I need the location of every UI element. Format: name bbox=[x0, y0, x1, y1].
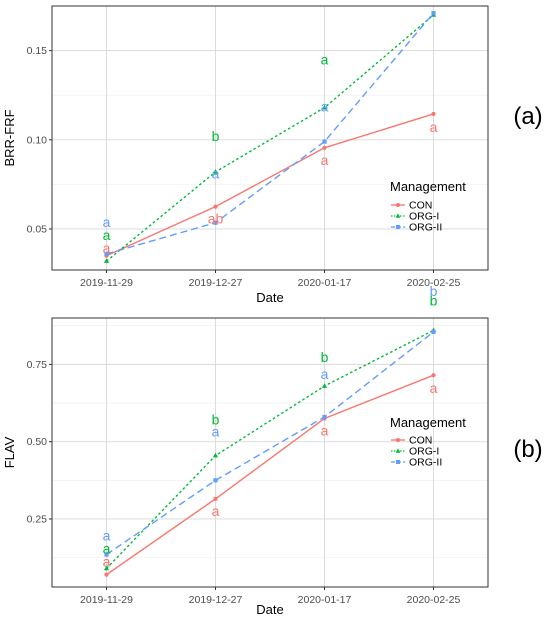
series-line-org-i bbox=[106, 14, 434, 262]
x-tick-label: 2020-01-17 bbox=[298, 594, 352, 606]
significance-letter: a bbox=[103, 214, 111, 230]
data-point-con bbox=[213, 204, 218, 209]
legend-label: ORG-I bbox=[409, 211, 439, 223]
legend-label: ORG-II bbox=[409, 222, 442, 234]
legend-key-marker bbox=[396, 438, 400, 442]
plot-border bbox=[51, 5, 489, 271]
significance-letter: a bbox=[321, 152, 329, 168]
data-point-org-ii bbox=[322, 139, 327, 144]
data-point-con bbox=[104, 572, 109, 577]
y-axis-title: FLAV bbox=[2, 436, 17, 468]
significance-letter: b bbox=[212, 412, 220, 428]
y-tick-label: 0.50 bbox=[27, 436, 48, 448]
significance-letter: a bbox=[430, 380, 438, 396]
data-point-org-i bbox=[103, 565, 110, 571]
y-tick-label: 0.10 bbox=[27, 134, 48, 146]
legend-key-marker bbox=[396, 460, 400, 464]
data-point-org-ii bbox=[104, 552, 109, 557]
significance-letter: a bbox=[321, 422, 329, 438]
data-point-org-ii bbox=[431, 329, 436, 335]
significance-letter: b bbox=[430, 283, 438, 299]
y-tick-label: 0.15 bbox=[27, 45, 48, 57]
data-point-con bbox=[322, 145, 327, 150]
x-tick-label: 2020-02-25 bbox=[407, 277, 461, 289]
data-point-org-i bbox=[321, 104, 328, 110]
plot-background bbox=[52, 318, 488, 587]
significance-letter: a bbox=[212, 166, 220, 182]
data-point-org-ii bbox=[213, 478, 218, 483]
x-tick-label: 2020-01-17 bbox=[298, 277, 352, 289]
legend-item-con: CON bbox=[391, 200, 432, 212]
significance-letter: a bbox=[103, 541, 111, 557]
data-point-con bbox=[431, 111, 436, 117]
legend-item-org-ii: ORG-II bbox=[391, 457, 442, 469]
x-axis-title: Date bbox=[256, 602, 283, 617]
significance-letter: a bbox=[103, 227, 111, 243]
significance-letter: b bbox=[430, 292, 438, 308]
y-axis-title: BRR-FRF bbox=[2, 109, 17, 166]
legend-key-marker bbox=[395, 213, 401, 218]
significance-letter: a bbox=[103, 528, 111, 544]
legend-title: Management bbox=[390, 179, 466, 194]
legend-item-org-i: ORG-I bbox=[391, 211, 439, 223]
y-tick-label: 0.75 bbox=[27, 359, 48, 371]
y-tick-label: 0.05 bbox=[27, 223, 48, 235]
chart-panel-a: aabaaababaaab0.050.100.152019-11-292019-… bbox=[2, 5, 543, 305]
x-tick-label: 2020-02-25 bbox=[407, 594, 461, 606]
series-line-org-ii bbox=[106, 12, 435, 255]
legend-label: CON bbox=[409, 200, 432, 212]
legend-item-con: CON bbox=[391, 435, 432, 447]
x-tick-label: 2019-11-29 bbox=[80, 594, 133, 606]
series-line-con bbox=[106, 113, 434, 257]
significance-letter: b bbox=[212, 128, 220, 144]
x-tick-label: 2019-11-29 bbox=[80, 277, 133, 289]
data-point-org-ii bbox=[104, 251, 109, 257]
significance-letter: a bbox=[212, 503, 220, 519]
legend-title: Management bbox=[390, 415, 466, 430]
data-point-org-ii bbox=[213, 220, 218, 225]
data-point-con bbox=[431, 373, 436, 378]
significance-letter: a bbox=[321, 52, 329, 68]
significance-letter: a bbox=[103, 240, 111, 256]
significance-letter: b bbox=[321, 349, 329, 365]
significance-letter: a bbox=[430, 119, 438, 135]
panel-tag: (a) bbox=[513, 103, 542, 130]
significance-letter: ab bbox=[208, 211, 224, 227]
legend-item-org-i: ORG-I bbox=[391, 446, 439, 458]
data-point-org-ii bbox=[431, 11, 436, 16]
legend-key-marker bbox=[395, 448, 401, 453]
series-line-con bbox=[106, 374, 434, 576]
panel-tag: (b) bbox=[513, 436, 542, 463]
legend-label: ORG-I bbox=[409, 446, 439, 458]
data-point-org-i bbox=[103, 258, 110, 263]
data-point-org-i bbox=[321, 383, 328, 388]
series-line-org-i bbox=[105, 329, 434, 569]
legend-key-marker bbox=[396, 203, 400, 207]
legend-label: CON bbox=[409, 435, 432, 447]
plot-background bbox=[52, 6, 488, 270]
x-tick-label: 2019-12-27 bbox=[189, 594, 243, 606]
significance-letter: a bbox=[321, 366, 329, 382]
legend-key-marker bbox=[396, 225, 400, 229]
significance-letter: a bbox=[321, 99, 329, 115]
plot-border bbox=[51, 317, 489, 588]
data-point-org-ii bbox=[322, 414, 327, 420]
legend-item-org-ii: ORG-II bbox=[391, 222, 442, 234]
data-point-org-i bbox=[212, 169, 219, 174]
y-tick-label: 0.25 bbox=[27, 513, 48, 525]
significance-letter: a bbox=[212, 423, 220, 439]
data-point-org-i bbox=[212, 452, 219, 458]
x-axis-title: Date bbox=[256, 290, 283, 305]
legend-label: ORG-II bbox=[409, 457, 442, 469]
x-tick-label: 2019-12-27 bbox=[189, 277, 243, 289]
significance-letter: a bbox=[103, 554, 111, 570]
data-point-con bbox=[213, 496, 218, 501]
